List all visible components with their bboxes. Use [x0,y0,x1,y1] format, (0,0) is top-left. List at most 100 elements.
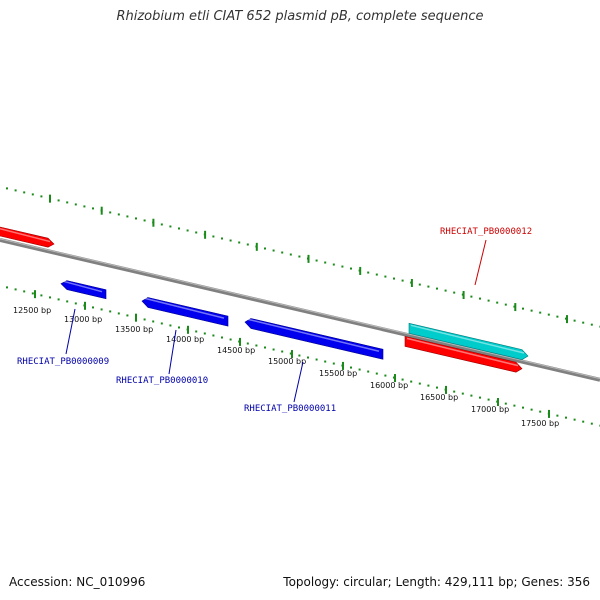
outer-tick-dot [92,207,94,210]
backbone-highlight [0,238,600,380]
inner-tick-dot [203,332,206,335]
inner-tick-dot [427,384,430,387]
outer-tick-dot [281,251,284,254]
inner-tick-dot [590,422,593,425]
outer-tick-dot [487,299,490,302]
outer-tick-dot [590,323,593,326]
gene-arrow-highlight [0,227,51,243]
inner-tick-dot [229,338,232,341]
inner-tick-dot [530,408,533,411]
gene-arrow-highlight [246,318,380,352]
outer-tick-dot [14,189,17,192]
tick-label: 14500 bp [217,346,255,355]
backbone-line [0,238,600,382]
outer-tick-dot [135,217,137,220]
inner-tick-dot [479,396,481,399]
inner-tick-dot [126,314,129,317]
gene-arrow-f-blue-3[interactable] [244,318,384,360]
inner-tick-dot [264,346,266,349]
outer-tick-dot [212,235,215,238]
gene-arrow-f-blue-1[interactable] [60,280,107,300]
outer-tick-dot [556,315,559,318]
gene-arrow-f-red-right[interactable] [404,335,523,373]
tick-label: 13000 bp [64,315,102,324]
outer-tick-dot [341,265,344,268]
inner-tick-dot [556,414,559,417]
gene-label-f-cyan[interactable]: RHECIAT_PB0000012 [440,227,532,237]
outer-tick-ring [6,187,600,328]
inner-tick-dot [14,288,17,291]
inner-tick-dot [384,374,387,377]
map-title: Rhizobium etli CIAT 652 plasmid pB, comp… [116,9,484,24]
inner-tick-dot [92,306,94,309]
outer-tick-dot [264,247,266,250]
inner-tick-dot [307,356,309,359]
outer-tick-dot [186,229,189,232]
inner-tick-dot [315,358,318,361]
inner-tick-dot [298,354,301,357]
gene-arrow-f-cyan[interactable] [408,322,529,360]
outer-tick-dot [539,311,542,314]
gene-label-f-blue-1[interactable]: RHECIAT_PB0000009 [17,357,109,367]
inner-tick-dot [160,322,163,325]
inner-tick-dot [246,342,249,345]
inner-tick-dot [358,368,361,371]
outer-tick-dot [289,253,292,256]
inner-tick-dot [74,302,77,305]
inner-tick-dot [281,350,284,353]
outer-tick-dot [169,225,172,228]
tick-label: 16000 bp [370,381,408,390]
outer-tick-dot [298,255,301,258]
tick-label: 17000 bp [471,405,509,414]
inner-tick-dot [565,416,567,419]
inner-tick-dot [100,308,103,311]
gene-labels: RHECIAT_PB0000009 RHECIAT_PB0000010 RHECIA… [17,227,532,414]
gene-arrow-f-red-left[interactable] [0,225,55,248]
outer-tick-dot [117,213,120,216]
inner-tick-dot [31,292,34,295]
feature-track [0,225,529,373]
outer-tick-dot [229,239,232,242]
outer-tick-dot [66,201,69,204]
outer-tick-dot [221,237,223,240]
outer-tick-dot [530,309,533,312]
inner-tick-dot [504,402,507,405]
outer-tick-dot [350,267,352,270]
topology-summary: Topology: circular; Length: 429,111 bp; … [283,575,590,589]
outer-tick-dot [324,261,327,264]
tick-label: 15000 bp [268,357,306,366]
inner-tick-dot [49,296,51,299]
outer-tick-dot [547,313,550,316]
gene-label-f-blue-3[interactable]: RHECIAT_PB0000011 [244,404,336,414]
gene-arrow-f-blue-2[interactable] [141,297,229,327]
outer-tick-dot [401,279,404,282]
inner-tick-dot [23,290,26,293]
inner-tick-dot [255,344,258,347]
inner-tick-dot [375,372,378,375]
outer-tick-dot [470,295,473,298]
outer-tick-dot [453,291,456,294]
inner-tick-dot [195,330,198,333]
backbone [0,238,600,382]
outer-tick-dot [573,319,576,322]
tick-label: 12500 bp [13,306,51,315]
gene-label-f-blue-2[interactable]: RHECIAT_PB0000010 [116,376,208,386]
inner-tick-dot [367,370,370,373]
outer-tick-dot [238,241,241,244]
gene-arrow-highlight [62,280,103,293]
inner-tick-dot [109,310,112,313]
outer-tick-dot [582,321,585,324]
outer-tick-dot [418,283,421,286]
inner-tick-dot [573,418,576,421]
tick-label: 16500 bp [420,393,458,402]
inner-tick-dot [40,294,43,297]
outer-tick-dot [375,273,378,276]
inner-tick-dot [436,386,438,389]
outer-tick-dot [272,249,275,252]
gene-arrow-highlight [143,297,225,319]
outer-tick-dot [160,223,163,226]
inner-tick-dot [117,312,120,315]
outer-tick-dot [393,277,395,280]
outer-tick-dot [315,259,318,262]
